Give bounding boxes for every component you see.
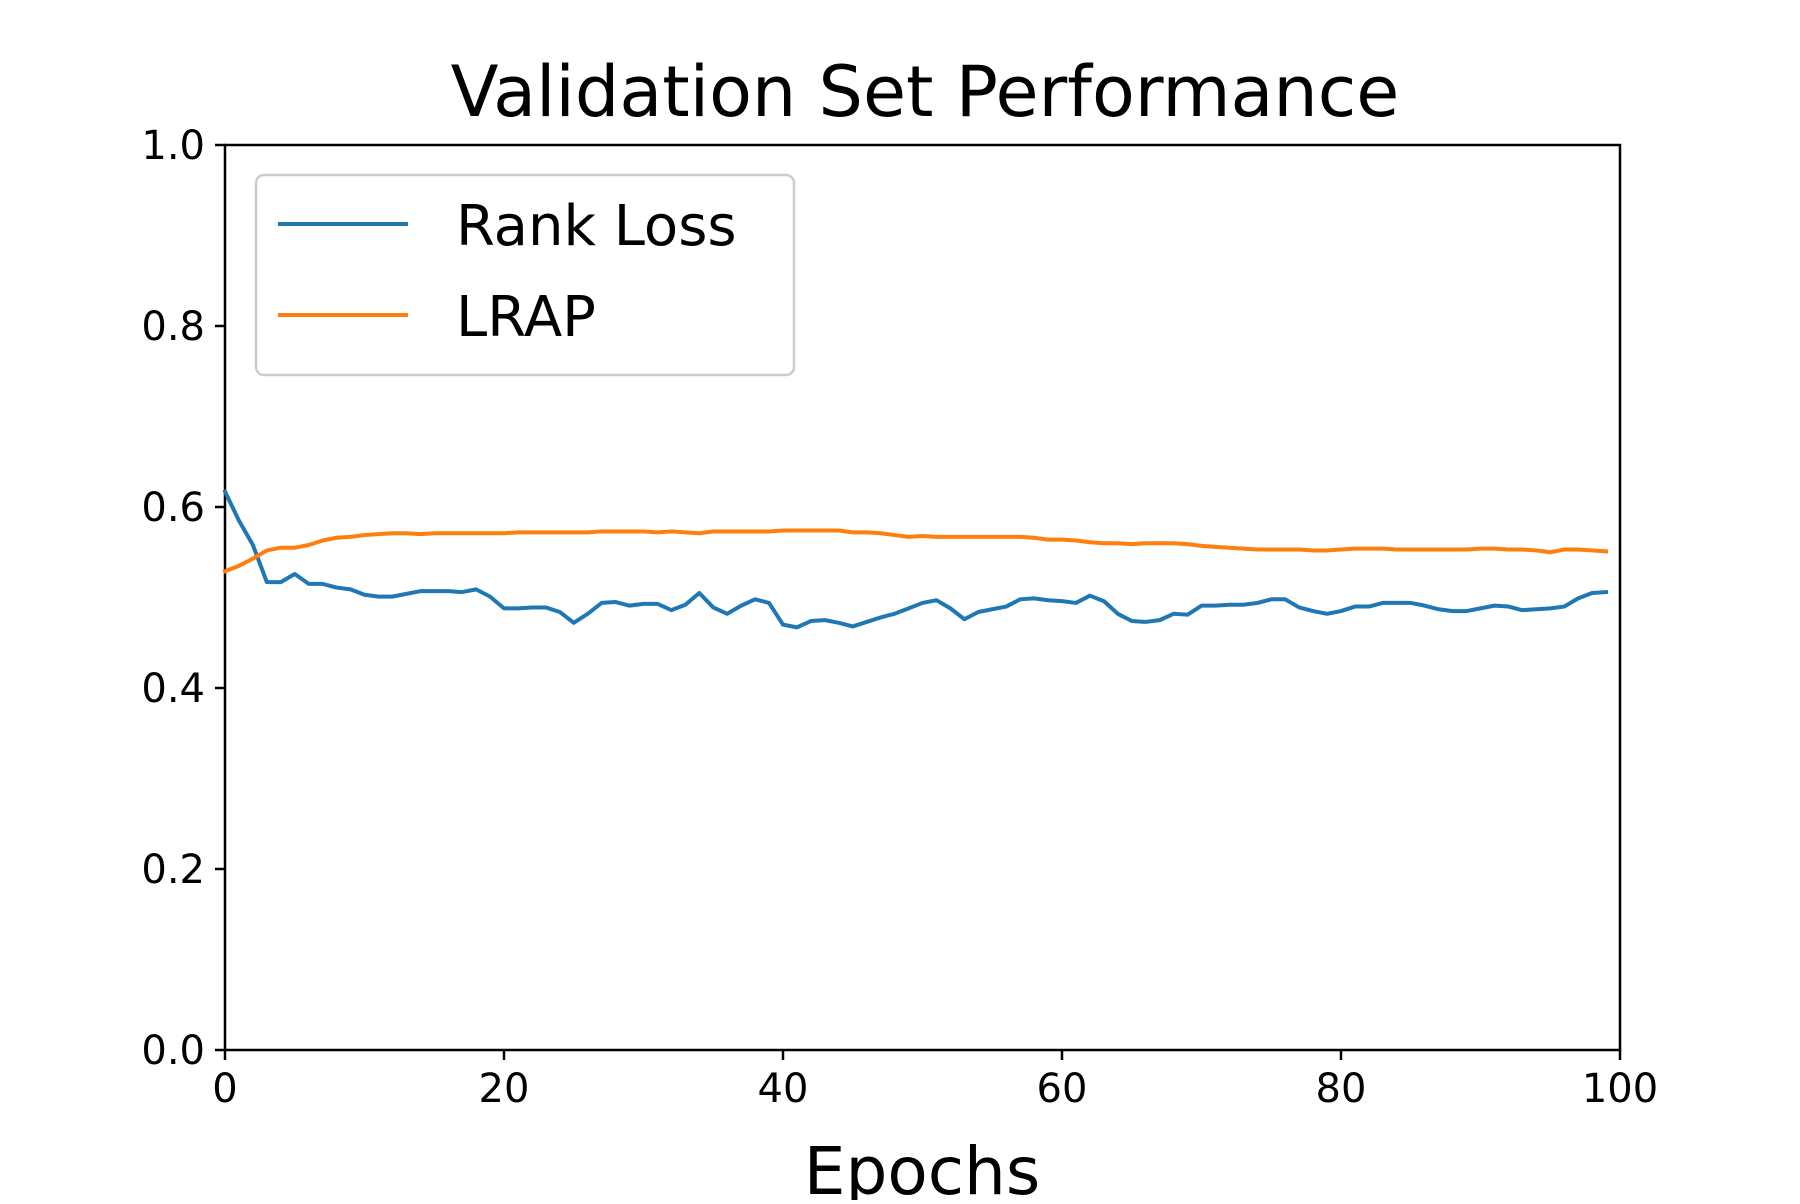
x-tick-label: 100 xyxy=(1582,1066,1658,1112)
y-axis: 0.0 0.2 0.4 0.6 0.8 1.0 xyxy=(141,123,225,1074)
x-tick-label: 20 xyxy=(479,1066,530,1112)
y-tick-label: 1.0 xyxy=(141,123,205,169)
y-tick-label: 0.0 xyxy=(141,1028,205,1074)
x-axis: 0 20 40 60 80 100 xyxy=(212,1050,1658,1112)
y-tick-label: 0.6 xyxy=(141,485,205,531)
x-tick-label: 0 xyxy=(212,1066,237,1112)
y-tick-label: 0.8 xyxy=(141,304,205,350)
x-axis-label: Epochs xyxy=(804,1133,1040,1200)
series-line-lrap xyxy=(222,528,1609,574)
legend-label-lrap: LRAP xyxy=(456,285,596,350)
x-tick-label: 60 xyxy=(1037,1066,1088,1112)
series-layer xyxy=(222,488,1609,630)
plot-frame xyxy=(223,143,1622,1052)
x-tick-label: 40 xyxy=(758,1066,809,1112)
legend-label-rank-loss: Rank Loss xyxy=(456,194,737,259)
y-tick-label: 0.2 xyxy=(141,847,205,893)
legend: Rank Loss LRAP xyxy=(254,173,796,377)
chart-title: Validation Set Performance xyxy=(451,51,1400,133)
series-line-rank-loss xyxy=(222,488,1609,630)
x-tick-label: 80 xyxy=(1316,1066,1367,1112)
y-tick-label: 0.4 xyxy=(141,666,205,712)
